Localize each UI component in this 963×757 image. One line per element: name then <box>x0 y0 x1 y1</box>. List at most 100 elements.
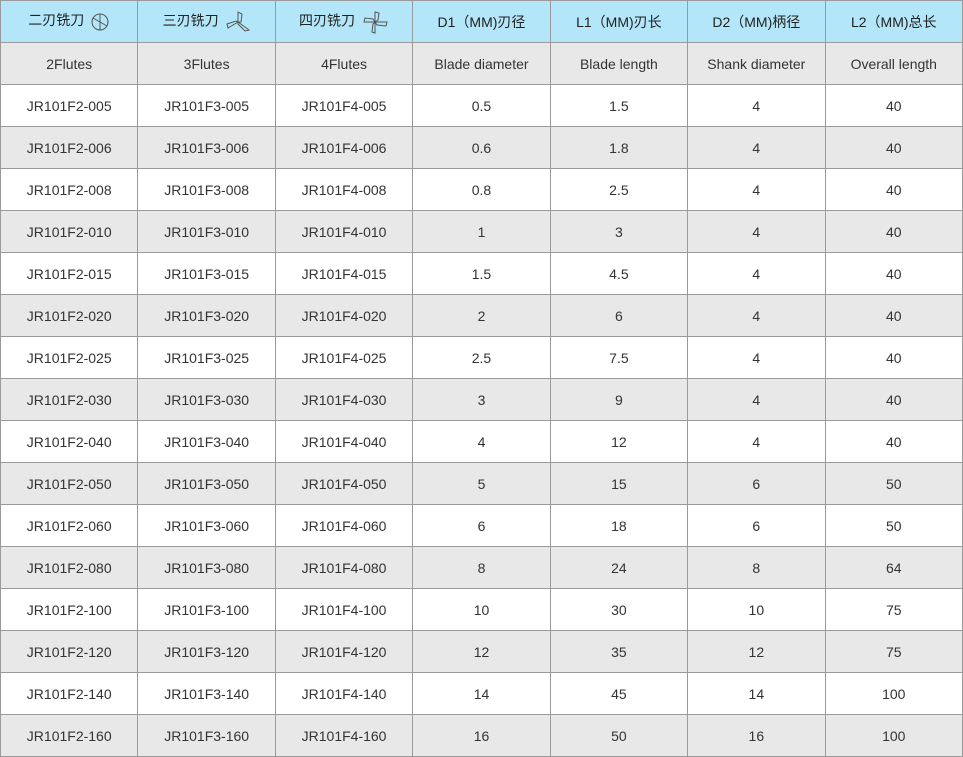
table-cell: 6 <box>687 462 826 505</box>
table-cell: 4 <box>687 126 826 169</box>
table-cell: 0.8 <box>412 168 551 211</box>
table-cell: 4 <box>687 378 826 421</box>
table-cell: 4 <box>412 420 551 463</box>
table-cell: 12 <box>412 630 551 673</box>
table-cell: JR101F4-010 <box>274 210 414 253</box>
table-cell: 12 <box>549 420 689 463</box>
header-l2: L2（MM)总长 <box>824 0 963 43</box>
table-cell: JR101F2-140 <box>0 672 139 715</box>
table-cell: 4 <box>687 336 826 379</box>
table-cell: 1.5 <box>412 252 551 295</box>
table-cell: JR101F2-005 <box>0 84 139 127</box>
header-d2: D2（MM)柄径 <box>687 0 826 43</box>
table-row: JR101F2-025 JR101F3-025 JR101F4-025 2.5 7.5 4… <box>0 336 963 379</box>
table-row: JR101F2-040 JR101F3-040 JR101F4-040 4 12 4 40 <box>0 420 963 463</box>
table-cell: 3 <box>412 378 551 421</box>
subheader-row: 2Flutes 3Flutes 4Flutes Blade diameter B… <box>0 42 963 85</box>
table-cell: JR101F4-030 <box>274 378 414 421</box>
table-row: JR101F2-020 JR101F3-020 JR101F4-020 2 6 4 40 <box>0 294 963 337</box>
table-cell: JR101F3-015 <box>137 252 276 295</box>
table-cell: JR101F3-040 <box>137 420 276 463</box>
table-cell: JR101F3-010 <box>137 210 276 253</box>
table-cell: JR101F4-080 <box>274 546 414 589</box>
table-cell: JR101F3-020 <box>137 294 276 337</box>
table-cell: 100 <box>824 672 963 715</box>
table-cell: 10 <box>412 588 551 631</box>
table-row: JR101F2-060 JR101F3-060 JR101F4-060 6 18 6 50 <box>0 504 963 547</box>
table-cell: 40 <box>824 210 963 253</box>
subheader-cell: Blade length <box>549 42 689 85</box>
table-row: JR101F2-120 JR101F3-120 JR101F4-120 12 35 12 7… <box>0 630 963 673</box>
header-l1: L1（MM)刃长 <box>549 0 689 43</box>
table-row: JR101F2-005 JR101F3-005 JR101F4-005 0.5 1.5 4… <box>0 84 963 127</box>
table-cell: 100 <box>824 714 963 757</box>
table-cell: JR101F4-008 <box>274 168 414 211</box>
table-cell: 40 <box>824 294 963 337</box>
table-cell: 2 <box>412 294 551 337</box>
table-cell: 16 <box>412 714 551 757</box>
table-cell: 75 <box>824 630 963 673</box>
table-cell: JR101F3-080 <box>137 546 276 589</box>
table-cell: JR101F4-006 <box>274 126 414 169</box>
subheader-cell: 3Flutes <box>137 42 276 85</box>
table-row: JR101F2-006 JR101F3-006 JR101F4-006 0.6 1.8 4… <box>0 126 963 169</box>
table-cell: 50 <box>824 462 963 505</box>
four-flute-cutter-icon <box>363 10 388 34</box>
table-cell: JR101F2-008 <box>0 168 139 211</box>
table-cell: JR101F2-120 <box>0 630 139 673</box>
table-cell: JR101F4-015 <box>274 252 414 295</box>
table-row: JR101F2-050 JR101F3-050 JR101F4-050 5 15 6 50 <box>0 462 963 505</box>
table-cell: JR101F2-040 <box>0 420 139 463</box>
table-cell: JR101F3-008 <box>137 168 276 211</box>
table-row: JR101F2-008 JR101F3-008 JR101F4-008 0.8 2.5 4… <box>0 168 963 211</box>
table-cell: 40 <box>824 336 963 379</box>
table-row: JR101F2-015 JR101F3-015 JR101F4-015 1.5 4.5 4… <box>0 252 963 295</box>
table-cell: 6 <box>412 504 551 547</box>
table-cell: JR101F2-100 <box>0 588 139 631</box>
table-cell: JR101F2-060 <box>0 504 139 547</box>
table-cell: JR101F2-160 <box>0 714 139 757</box>
table-cell: JR101F3-060 <box>137 504 276 547</box>
table-cell: 2.5 <box>412 336 551 379</box>
table-cell: 4 <box>687 84 826 127</box>
table-cell: JR101F4-160 <box>274 714 414 757</box>
table-cell: 0.5 <box>412 84 551 127</box>
subheader-cell: 4Flutes <box>274 42 414 85</box>
table-cell: 40 <box>824 168 963 211</box>
table-cell: JR101F3-160 <box>137 714 276 757</box>
subheader-cell: Shank diameter <box>687 42 826 85</box>
table-cell: JR101F4-005 <box>274 84 414 127</box>
table-cell: JR101F4-140 <box>274 672 414 715</box>
table-row: JR101F2-100 JR101F3-100 JR101F4-100 10 30 10 7… <box>0 588 963 631</box>
subheader-cell: 2Flutes <box>0 42 139 85</box>
table-cell: JR101F2-050 <box>0 462 139 505</box>
table-cell: 12 <box>687 630 826 673</box>
table-cell: JR101F3-006 <box>137 126 276 169</box>
table-cell: 16 <box>687 714 826 757</box>
table-cell: 10 <box>687 588 826 631</box>
three-flute-cutter-icon <box>226 10 250 32</box>
table-cell: JR101F3-100 <box>137 588 276 631</box>
table-cell: 6 <box>687 504 826 547</box>
table-cell: JR101F3-005 <box>137 84 276 127</box>
table-cell: JR101F3-030 <box>137 378 276 421</box>
table-row: JR101F2-030 JR101F3-030 JR101F4-030 3 9 4 40 <box>0 378 963 421</box>
table-cell: JR101F4-040 <box>274 420 414 463</box>
table-cell: JR101F2-030 <box>0 378 139 421</box>
header-d1: D1（MM)刃径 <box>412 0 551 43</box>
table-cell: JR101F2-010 <box>0 210 139 253</box>
table-cell: 7.5 <box>549 336 689 379</box>
table-cell: 14 <box>687 672 826 715</box>
table-cell: JR101F3-050 <box>137 462 276 505</box>
table-cell: 2.5 <box>549 168 689 211</box>
header-3-flute: 三刃铣刀 <box>137 0 276 43</box>
header-row: 二刃铣刀 三刃铣刀 四刃铣刀 D1（MM)刃径 L1（MM)刃长 D2（MM)柄… <box>0 0 963 43</box>
table-cell: 40 <box>824 378 963 421</box>
table-cell: 6 <box>549 294 689 337</box>
header-4-flute: 四刃铣刀 <box>274 0 414 43</box>
table-cell: 40 <box>824 420 963 463</box>
subheader-cell: Overall length <box>824 42 963 85</box>
table-cell: JR101F4-060 <box>274 504 414 547</box>
table-cell: JR101F2-025 <box>0 336 139 379</box>
table-cell: 50 <box>549 714 689 757</box>
